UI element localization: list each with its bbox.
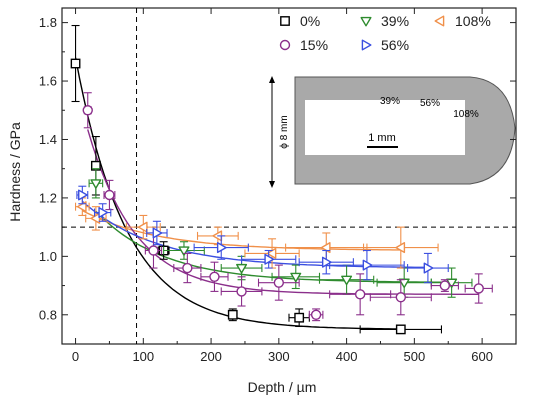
inset-label-39: 39% [380, 96, 400, 107]
x-tick-label: 200 [200, 349, 222, 364]
data-point-15% [148, 245, 159, 256]
x-tick-label: 500 [404, 349, 426, 364]
x-tick-label: 0 [72, 349, 79, 364]
legend-marker-56% [361, 39, 372, 51]
y-axis-label: Hardness / GPa [7, 122, 23, 222]
data-point-15% [82, 105, 93, 116]
fit-line-0% [74, 57, 401, 330]
data-point-15% [236, 286, 247, 297]
data-point-0% [395, 324, 406, 335]
data-point-108% [90, 212, 101, 224]
x-tick-label: 400 [336, 349, 358, 364]
data-point-39% [290, 272, 302, 283]
data-point-56% [321, 256, 332, 268]
legend: 0% 39% 108% 15% 56% [279, 13, 491, 53]
data-point-56% [78, 189, 88, 201]
inset-cut-window [305, 100, 465, 155]
data-point-15% [310, 309, 322, 320]
data-point-15% [273, 277, 285, 288]
y-tick-label: 1.4 [39, 132, 57, 147]
x-tick-label: 100 [132, 349, 154, 364]
data-point-15% [104, 189, 115, 201]
legend-marker-15% [279, 39, 291, 51]
y-tick-label: 1.8 [39, 15, 57, 30]
data-point-0% [294, 312, 305, 323]
data-point-56% [98, 207, 109, 219]
fit-line-56% [81, 200, 428, 269]
y-tick-label: 1.0 [39, 249, 57, 264]
legend-marker-39% [360, 16, 372, 27]
data-point-108% [137, 221, 148, 233]
fit-line-108% [81, 209, 401, 251]
data-point-56% [423, 262, 434, 274]
data-point-39% [341, 275, 353, 286]
x-tick-label: 300 [268, 349, 290, 364]
legend-marker-0% [280, 16, 290, 26]
plot-layer: 0 100 200 300 400 500 600 0.8 1.0 1.2 1.4 1.6 1.8 [39, 7, 517, 364]
y-tick-label: 0.8 [39, 307, 57, 322]
data-point-108% [395, 242, 406, 254]
data-point-39% [90, 179, 102, 189]
data-point-0% [70, 58, 81, 69]
y-tick-label: 1.6 [39, 74, 57, 89]
inset-label-108: 108% [453, 109, 479, 120]
inset-diameter-arrowhead-bottom [269, 181, 275, 188]
inset-diameter-arrowhead-top [269, 76, 275, 83]
data-point-56% [216, 242, 227, 254]
inset-label-56: 56% [420, 98, 440, 109]
micrograph-inset: ϕ 8 mm 39% 56% 108% 1 mm [268, 66, 518, 194]
data-point-15% [182, 262, 193, 274]
legend-marker-108% [434, 15, 445, 27]
legend-label-108%: 108% [455, 13, 491, 29]
data-point-39% [236, 263, 248, 274]
data-point-56% [362, 259, 373, 271]
y-tick-label: 1.2 [39, 190, 57, 205]
legend-label-39%: 39% [381, 13, 409, 29]
data-point-39% [178, 246, 190, 257]
legend-label-15%: 15% [300, 37, 328, 53]
data-point-56% [264, 253, 275, 265]
legend-label-56%: 56% [381, 37, 409, 53]
data-point-56% [152, 227, 163, 239]
data-point-15% [354, 289, 366, 300]
data-point-15% [439, 280, 451, 291]
data-point-0% [227, 309, 238, 320]
data-point-15% [209, 271, 220, 282]
x-tick-label: 600 [471, 349, 493, 364]
data-point-15% [395, 292, 407, 303]
inset-diameter-label: ϕ 8 mm [279, 115, 290, 148]
data-point-15% [473, 283, 484, 294]
x-axis-label: Depth / µm [248, 379, 317, 395]
legend-label-0%: 0% [300, 13, 320, 29]
inset-scale-label: 1 mm [368, 132, 396, 144]
plot-frame [61, 7, 517, 345]
